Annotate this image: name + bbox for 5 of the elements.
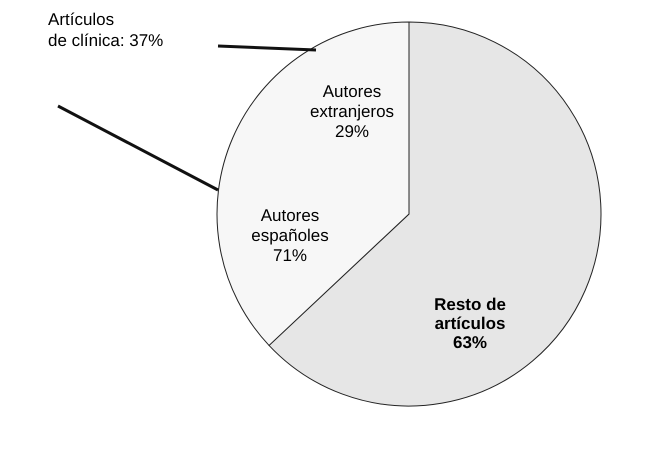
text: Autores extranjeros 29% [310,82,394,141]
slice-label: Resto de artículos [434,295,506,333]
slice-label: Artículos de clínica: 37% [48,10,164,50]
text: Autores españoles 71% [251,206,329,265]
data-label: 63% [452,333,488,352]
